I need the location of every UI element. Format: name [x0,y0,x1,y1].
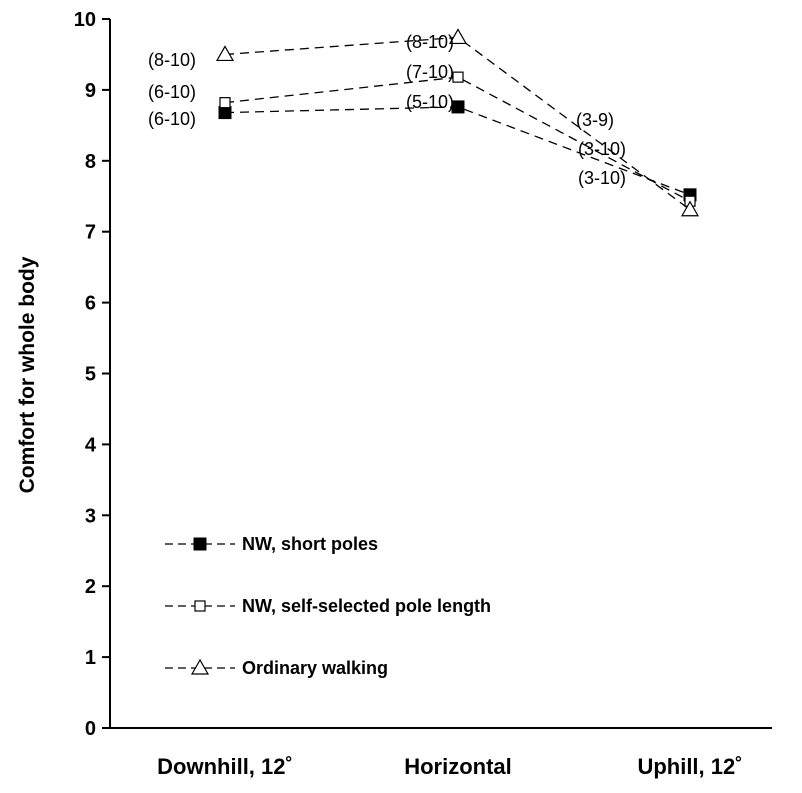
y-tick-label: 9 [85,80,96,102]
data-label-range: (7-10) [406,62,454,82]
x-category-label: Horizontal [404,754,512,779]
legend-label: NW, self-selected pole length [242,596,491,616]
marker-filled-square [451,100,465,114]
data-label-range: (3-10) [578,168,626,188]
marker-open-triangle [680,200,700,217]
legend-label: Ordinary walking [242,658,388,678]
y-tick-label: 7 [85,222,96,244]
marker-open-triangle [190,658,210,675]
legend: NW, short poles NW, self-selected pole le… [165,534,491,678]
marker-open-square [194,600,206,612]
y-tick-label: 6 [85,293,96,315]
legend-label: NW, short poles [242,534,378,554]
marker-open-square [219,97,231,109]
y-tick-label: 5 [85,364,96,386]
x-category-label: Downhill, 12˚ [157,754,293,779]
data-label-range: (3-9) [576,110,614,130]
series-layer [215,28,700,217]
series-line [224,76,691,202]
marker-open-triangle [448,28,468,45]
y-tick-label: 10 [74,9,96,31]
y-axis-label: Comfort for whole body [16,256,39,493]
data-label-range: (6-10) [148,82,196,102]
data-label-range: (5-10) [406,92,454,112]
marker-open-triangle [215,45,235,62]
y-tick-label: 8 [85,151,96,173]
axes: 0 1 2 3 4 5 6 7 8 9 10 Downhill, 12˚ Horizontal Uphil… [74,9,772,779]
data-label-range: (8-10) [406,32,454,52]
y-tick-label: 0 [85,718,96,740]
marker-filled-square [218,106,232,120]
data-label-range: (8-10) [148,50,196,70]
data-label-range: (6-10) [148,109,196,129]
y-tick-label: 1 [85,647,96,669]
marker-open-square [452,71,464,83]
x-category-label: Uphill, 12˚ [637,754,742,779]
y-tick-label: 3 [85,505,96,527]
data-label-range: (3-10) [578,139,626,159]
y-tick-label: 4 [85,434,97,456]
marker-filled-square [193,537,207,551]
data-labels: (6-10) (5-10) (3-10) (6-10) (7-10) (3-10) (8-1… [148,32,626,188]
y-tick-label: 2 [85,576,96,598]
